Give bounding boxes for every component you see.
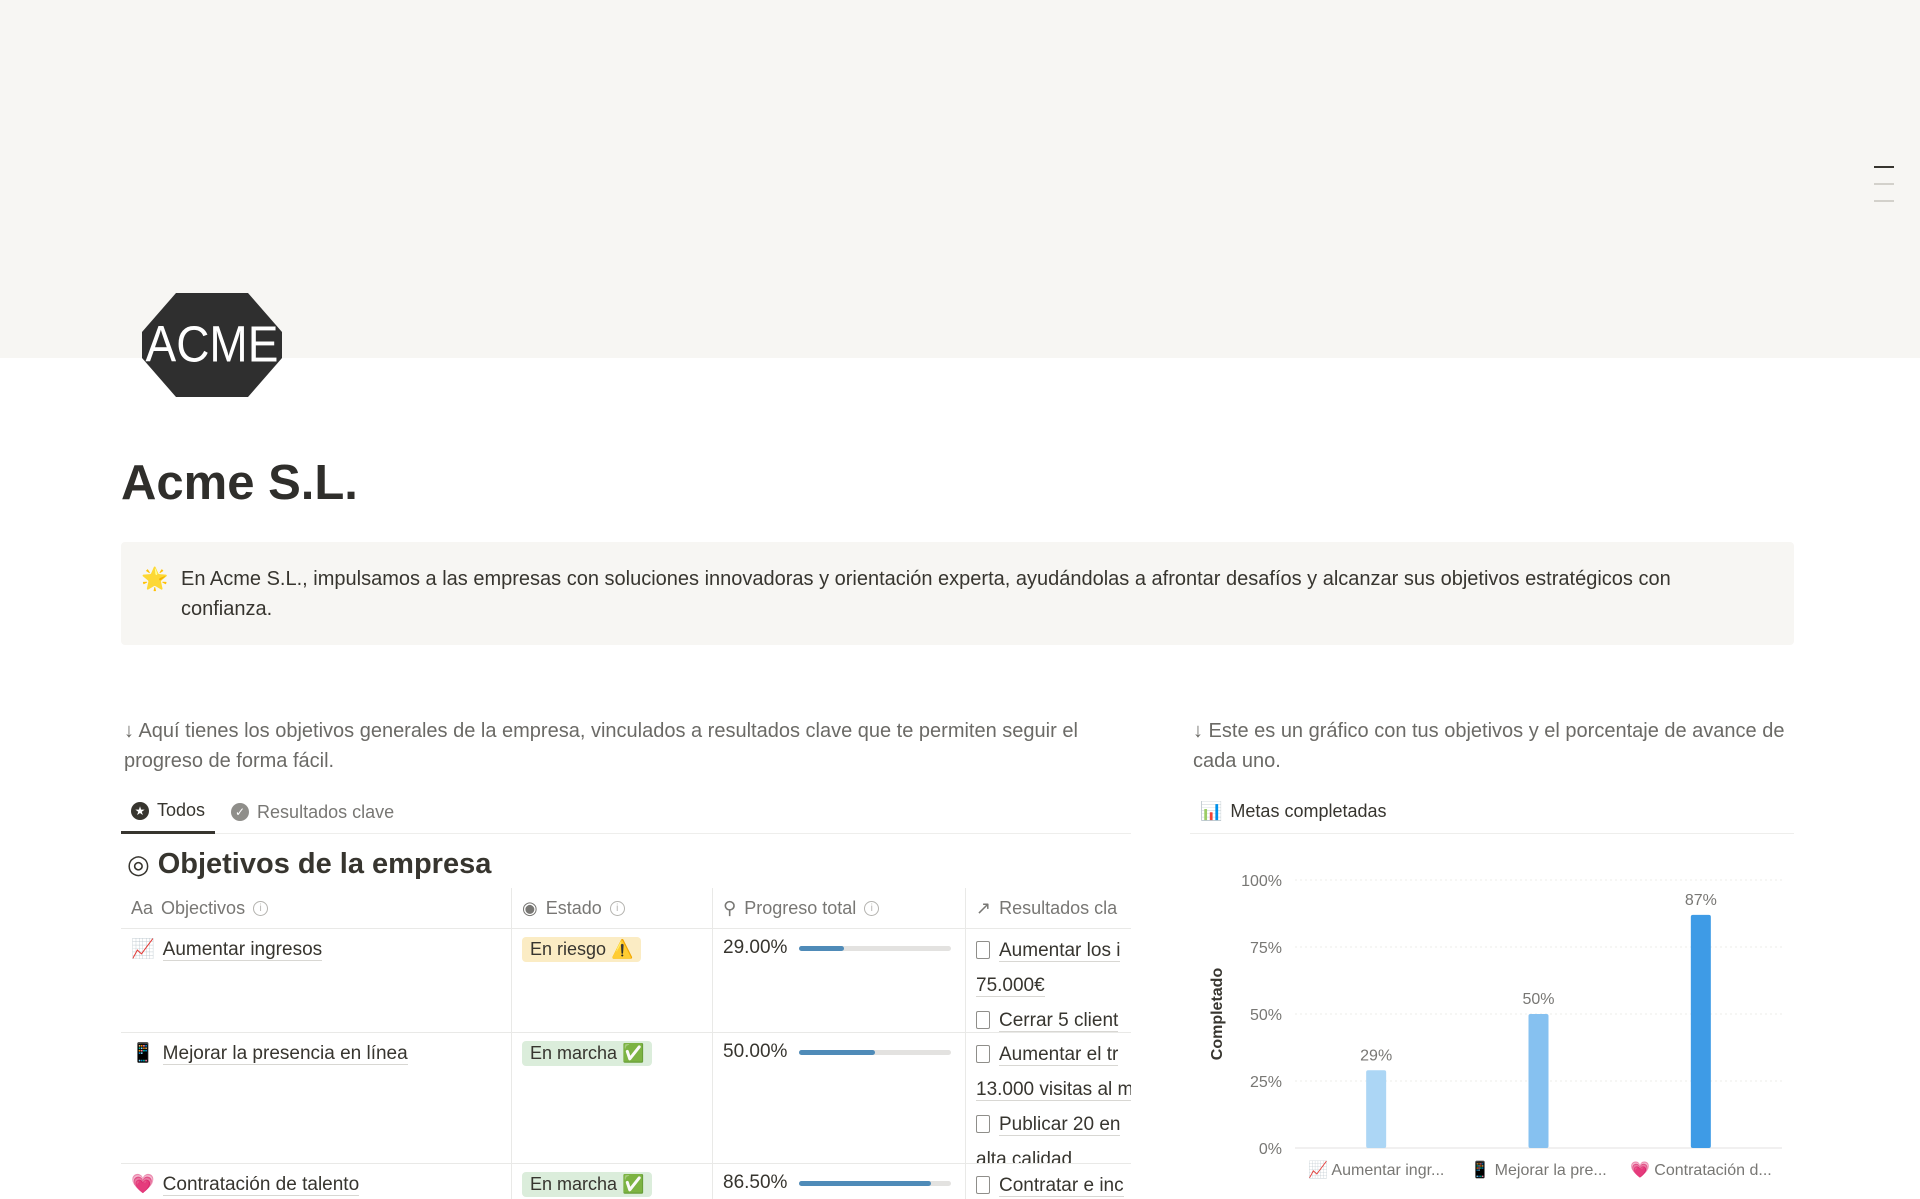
view-tabs: ★ Todos ✓ Resultados clave [121, 790, 1131, 834]
bar-chart-icon: 📊 [1200, 801, 1223, 821]
callout: 🌟 En Acme S.L., impulsamos a las empresa… [121, 542, 1794, 645]
objective-cell[interactable]: 💗 Contratación de talento [121, 1164, 512, 1199]
data-label: 29% [1360, 1047, 1392, 1064]
target-icon: ◎ [127, 849, 150, 879]
x-tick-label: 📱 Mejorar la pre... [1470, 1160, 1606, 1179]
status-cell[interactable]: En marcha ✅ [512, 1164, 713, 1199]
key-results-cell[interactable]: Aumentar el tr 13.000 visitas al m Publica… [966, 1033, 1131, 1163]
status-badge: En marcha ✅ [522, 1172, 653, 1197]
y-tick-label: 0% [1259, 1141, 1282, 1158]
page-title: Acme S.L. [121, 456, 358, 510]
column-header-progreso[interactable]: ⚲ Progreso total i [713, 888, 966, 928]
progress-bar [799, 945, 952, 951]
data-label: 87% [1685, 892, 1717, 909]
objective-cell[interactable]: 📱 Mejorar la presencia en línea [121, 1033, 512, 1163]
table-row[interactable]: 📱 Mejorar la presencia en línea En marcha… [121, 1033, 1131, 1164]
y-tick-label: 25% [1250, 1074, 1282, 1091]
key-results-cell[interactable]: Contratar e inc [966, 1164, 1131, 1199]
key-result-link[interactable]: Aumentar los i [976, 937, 1121, 964]
column-header-objectivos[interactable]: Aa Objectivos i [121, 888, 512, 928]
progress-cell: 50.00% [713, 1033, 966, 1163]
progress-bar [799, 1180, 952, 1186]
key-result-link[interactable]: Cerrar 5 client [976, 1007, 1121, 1032]
column-header-estado[interactable]: ◉ Estado i [512, 888, 713, 928]
x-tick-label: 📈 Aumentar ingr... [1308, 1160, 1444, 1179]
intro-left: ↓ Aquí tienes los objetivos generales de… [124, 720, 1078, 772]
check-circle-icon: ✓ [231, 803, 250, 821]
key-result-link[interactable]: Contratar e inc [976, 1172, 1124, 1199]
callout-text: En Acme S.L., impulsamos a las empresas … [181, 568, 1671, 620]
key-result-link[interactable]: 13.000 visitas al m [976, 1076, 1131, 1103]
key-results-cell[interactable]: Aumentar los i 75.000€ Cerrar 5 client [966, 929, 1131, 1032]
tab-resultados-clave[interactable]: ✓ Resultados clave [221, 790, 404, 834]
status-cell[interactable]: En riesgo ⚠️ [512, 929, 713, 1032]
page-icon [976, 1115, 990, 1133]
page-icon [976, 1176, 990, 1194]
y-tick-label: 50% [1250, 1007, 1282, 1024]
table-of-contents-icon[interactable] [1874, 166, 1894, 217]
key-result-link[interactable]: alta calidad [976, 1146, 1121, 1163]
bar [1690, 914, 1711, 1148]
y-axis-label: Completado [1209, 968, 1226, 1061]
objective-cell[interactable]: 📈 Aumentar ingresos [121, 929, 512, 1032]
page-cover [0, 0, 1920, 358]
arrow-up-right-icon: ↗ [976, 897, 992, 918]
info-icon[interactable]: i [609, 900, 625, 916]
status-badge: En marcha ✅ [522, 1041, 653, 1066]
page-icon [976, 941, 990, 959]
star-icon: 🌟 [141, 566, 169, 591]
bar-chart: 0% 25% 50% 75% 100% Completado 29% 📈 Aumentar i… [1209, 873, 1782, 1179]
y-tick-label: 75% [1250, 940, 1282, 957]
star-icon: ★ [131, 801, 149, 820]
page-icon [976, 1045, 990, 1063]
data-label: 50% [1522, 991, 1554, 1008]
objectives-table: Aa Objectivos i ◉ Estado i ⚲ Progreso total i … [121, 888, 1131, 1199]
svg-text:ACME: ACME [146, 317, 279, 374]
bar [1528, 1014, 1549, 1148]
key-result-link[interactable]: 75.000€ [976, 975, 1045, 997]
chart-view-tab[interactable]: 📊 Metas completadas [1190, 790, 1794, 834]
progress-cell: 29.00% [713, 929, 966, 1032]
status-badge: En riesgo ⚠️ [522, 937, 642, 962]
info-icon[interactable]: i [864, 900, 880, 916]
key-result-link[interactable]: Publicar 20 en [976, 1111, 1121, 1138]
info-icon[interactable]: i [253, 900, 269, 916]
column-header-resultados[interactable]: ↗ Resultados cla [976, 897, 1118, 918]
tab-todos[interactable]: ★ Todos [121, 790, 216, 834]
acme-logo: ACME [142, 293, 282, 397]
y-tick-label: 100% [1241, 873, 1282, 890]
search-icon: ⚲ [723, 897, 737, 918]
table-header: Aa Objectivos i ◉ Estado i ⚲ Progreso total i … [121, 888, 1131, 929]
key-result-link[interactable]: Aumentar el tr [976, 1041, 1121, 1068]
x-tick-label: 💗 Contratación d... [1630, 1161, 1772, 1179]
bar [1366, 1070, 1387, 1148]
intro-right: ↓ Este es un gráfico con tus objetivos y… [1193, 720, 1785, 772]
database-title[interactable]: ◎ Objetivos de la empresa [127, 848, 492, 880]
page-icon [976, 1011, 990, 1029]
status-cell[interactable]: En marcha ✅ [512, 1033, 713, 1163]
progress-bar [799, 1049, 952, 1055]
progress-cell: 86.50% [713, 1164, 966, 1199]
table-row[interactable]: 📈 Aumentar ingresos En riesgo ⚠️ 29.00% A… [121, 929, 1131, 1033]
table-row[interactable]: 💗 Contratación de talento En marcha ✅ 86.… [121, 1164, 1131, 1199]
select-icon: ◉ [522, 897, 538, 918]
